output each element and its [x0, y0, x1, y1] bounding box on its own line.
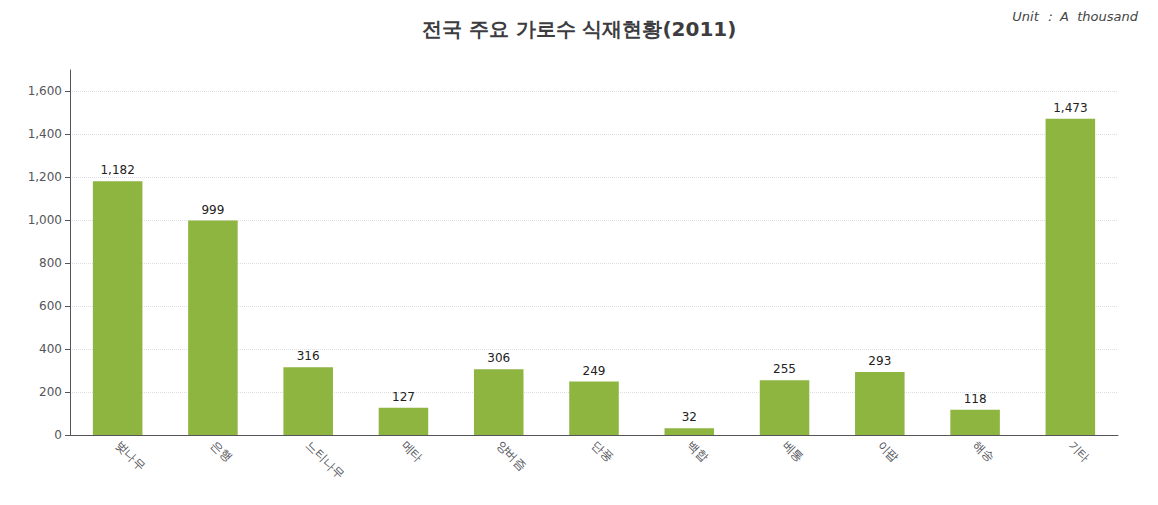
svg-text:전국 주요 가로수 식재현황(2011): 전국 주요 가로수 식재현황(2011): [422, 17, 737, 41]
svg-text:118: 118: [964, 392, 987, 406]
svg-text:1,000: 1,000: [28, 213, 62, 227]
svg-text:1,473: 1,473: [1053, 101, 1087, 115]
svg-text:32: 32: [682, 410, 697, 424]
svg-text:1,182: 1,182: [100, 163, 134, 177]
svg-text:249: 249: [583, 364, 606, 378]
svg-text:벚나무: 벚나무: [113, 438, 148, 473]
svg-text:은행: 은행: [208, 438, 235, 465]
svg-text:800: 800: [39, 256, 62, 270]
svg-text:400: 400: [39, 342, 62, 356]
svg-text:600: 600: [39, 299, 62, 313]
svg-text:베통: 베통: [780, 438, 807, 465]
svg-text:Unit ： A thousand: Unit ： A thousand: [1012, 9, 1138, 24]
svg-text:양버즘: 양버즘: [494, 438, 529, 473]
svg-text:200: 200: [39, 385, 62, 399]
svg-text:0: 0: [54, 428, 62, 442]
svg-text:해송: 해송: [970, 438, 997, 465]
svg-text:127: 127: [392, 390, 415, 404]
svg-text:이팝: 이팝: [875, 438, 902, 465]
svg-text:999: 999: [201, 203, 224, 217]
svg-text:느티나무: 느티나무: [303, 438, 347, 482]
svg-text:1,600: 1,600: [28, 84, 62, 98]
svg-text:백합: 백합: [684, 438, 711, 465]
svg-text:메타: 메타: [399, 438, 426, 465]
svg-text:단풍: 단풍: [589, 438, 616, 465]
svg-text:316: 316: [297, 349, 320, 363]
svg-text:255: 255: [773, 362, 796, 376]
svg-text:293: 293: [868, 354, 891, 368]
svg-text:1,400: 1,400: [28, 127, 62, 141]
svg-text:기타: 기타: [1065, 438, 1092, 465]
svg-text:1,200: 1,200: [28, 170, 62, 184]
svg-text:306: 306: [487, 351, 510, 365]
